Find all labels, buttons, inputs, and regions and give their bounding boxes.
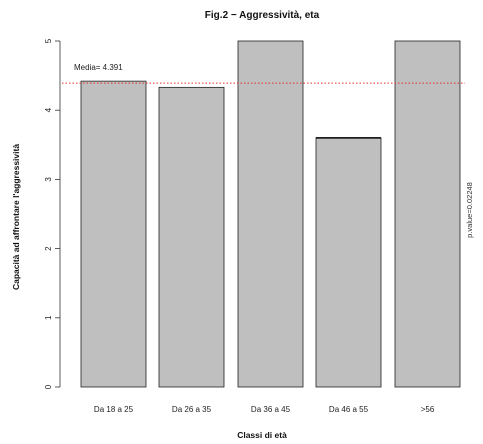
- bars-group: [80, 40, 461, 388]
- y-axis-label: Capacità ad affrontare l'aggressività: [11, 144, 21, 290]
- x-tick-label-1: Da 18 a 25: [94, 405, 134, 414]
- y-axis: 0 1 2 3 4 5: [44, 38, 61, 389]
- x-tick-label-4: Da 46 a 55: [329, 405, 369, 414]
- y-tick-label-2: 2: [44, 246, 53, 251]
- y-tick-label-5: 5: [44, 38, 53, 43]
- bar-4: [315, 137, 382, 388]
- y-tick-label-3: 3: [44, 177, 53, 182]
- bar-3: [237, 40, 304, 388]
- y-tick-label-4: 4: [44, 107, 53, 112]
- x-axis-label: Classi di età: [237, 430, 287, 440]
- x-tick-labels: Da 18 a 25 Da 26 a 35 Da 36 a 45 Da 46 a 55…: [94, 405, 435, 414]
- bar-1: [80, 80, 147, 388]
- x-tick-label-2: Da 26 a 35: [172, 405, 212, 414]
- x-tick-label-5: >56: [421, 405, 435, 414]
- y-tick-label-1: 1: [44, 315, 53, 320]
- bar-2: [158, 86, 225, 388]
- y-tick-label-0: 0: [44, 384, 53, 389]
- x-tick-label-3: Da 36 a 45: [251, 405, 291, 414]
- p-value-label: p.value=0.02248: [465, 182, 474, 238]
- chart-title: Fig.2 − Aggressività, eta: [205, 10, 320, 21]
- bar-5: [394, 40, 461, 388]
- mean-label: Media= 4.391: [74, 63, 123, 72]
